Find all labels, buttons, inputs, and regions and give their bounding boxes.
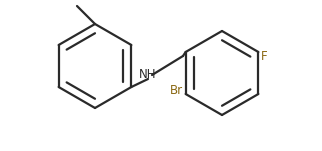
Text: F: F: [261, 50, 268, 63]
Text: NH: NH: [139, 68, 157, 81]
Text: Br: Br: [169, 84, 183, 97]
